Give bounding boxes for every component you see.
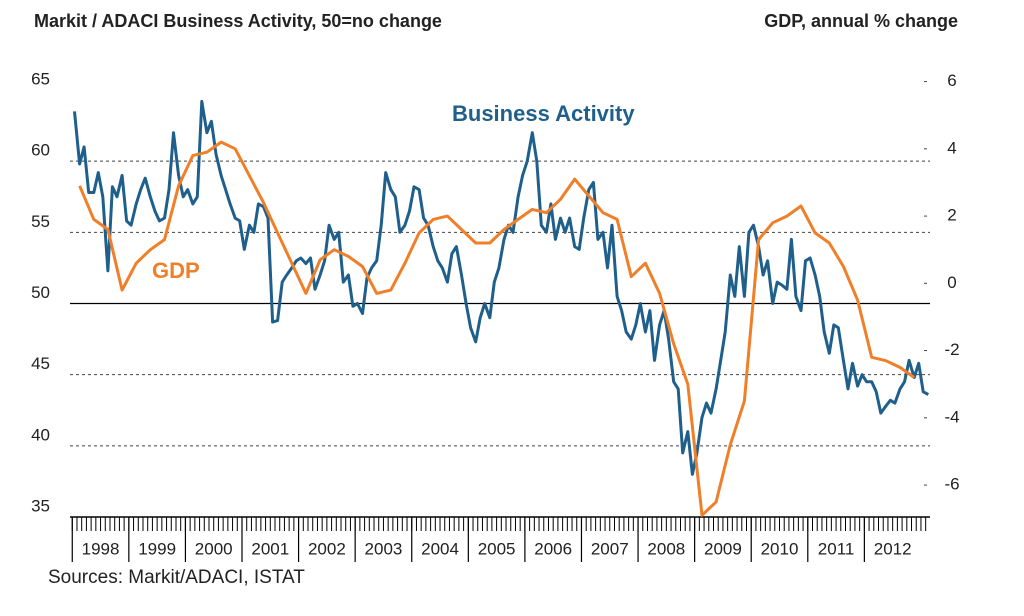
x-tick-label: 2011 (818, 539, 855, 558)
x-tick-label: 2010 (761, 539, 799, 558)
y-tick-label: 65 (31, 69, 50, 88)
series-line (73, 99, 930, 476)
x-tick-label: 2005 (478, 539, 516, 558)
y-tick-label: 35 (31, 496, 50, 515)
y2-tick-label: -2 (944, 340, 959, 359)
x-tick-label: 2008 (647, 539, 685, 558)
y-tick-label: 50 (31, 283, 50, 302)
y-tick-label: 45 (31, 354, 50, 373)
x-tick-label: 2009 (704, 539, 742, 558)
y2-tick-label: 6 (947, 71, 956, 90)
y2-tick-label: -4 (944, 407, 959, 426)
series-annotation: GDP (152, 258, 200, 283)
x-tick-label: 2002 (308, 539, 346, 558)
x-tick-label: 2004 (421, 539, 459, 558)
y-tick-label: 60 (31, 141, 50, 160)
y-tick-label: 55 (31, 212, 50, 231)
y2-tick-label: -6 (944, 475, 959, 494)
x-tick-label: 2003 (365, 539, 403, 558)
x-tick-label: 2012 (874, 539, 912, 558)
x-tick-label: 2001 (251, 539, 289, 558)
y2-tick-label: 4 (947, 138, 956, 157)
series-line (78, 140, 916, 517)
y2-axis-title: GDP, annual % change (764, 11, 958, 31)
x-tick-label: 2000 (195, 539, 233, 558)
x-tick-label: 2006 (534, 539, 572, 558)
y-tick-label: 40 (31, 425, 50, 444)
chart-title: Markit / ADACI Business Activity, 50=no … (34, 11, 442, 31)
x-tick-label: 1998 (82, 539, 120, 558)
series-annotation: Business Activity (452, 101, 635, 126)
x-tick-label: 1999 (138, 539, 176, 558)
y2-tick-label: 0 (947, 273, 956, 292)
x-tick-label: 2007 (591, 539, 629, 558)
y2-tick-label: 2 (947, 206, 956, 225)
source-note: Sources: Markit/ADACI, ISTAT (48, 567, 305, 588)
